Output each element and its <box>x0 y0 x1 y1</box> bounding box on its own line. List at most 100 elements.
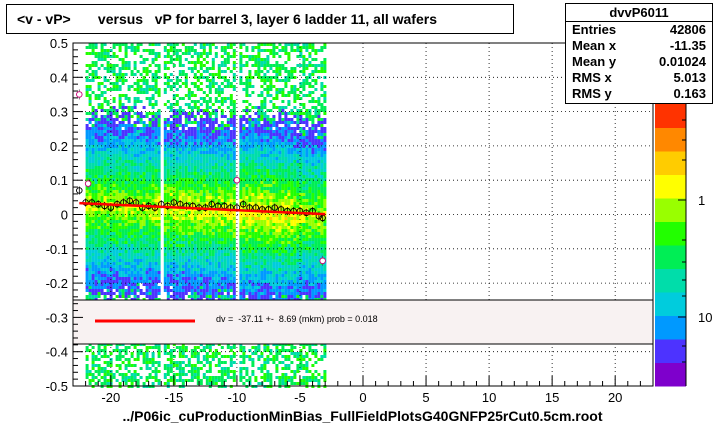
heatmap-cell <box>217 289 221 292</box>
heatmap-cell <box>175 139 179 142</box>
heatmap-cell <box>154 283 158 286</box>
heatmap-cell <box>226 52 230 55</box>
heatmap-cell <box>88 43 92 46</box>
heatmap-cell <box>151 130 155 133</box>
heatmap-cell <box>242 376 246 379</box>
heatmap-cell <box>251 151 255 154</box>
heatmap-cell <box>151 154 155 157</box>
heatmap-cell <box>202 127 206 130</box>
heatmap-cell <box>115 370 119 373</box>
heatmap-cell <box>106 364 110 367</box>
heatmap-cell <box>248 136 252 139</box>
heatmap-cell <box>133 346 137 349</box>
heatmap-cell <box>193 199 197 202</box>
heatmap-cell <box>205 262 209 265</box>
heatmap-cell <box>172 214 176 217</box>
heatmap-cell <box>208 376 212 379</box>
heatmap-cell <box>166 130 170 133</box>
heatmap-cell <box>202 97 206 100</box>
heatmap-cell <box>202 58 206 61</box>
heatmap-cell <box>127 100 131 103</box>
heatmap-cell <box>199 97 203 100</box>
heatmap-cell <box>157 277 161 280</box>
heatmap-cell <box>115 211 119 214</box>
heatmap-cell <box>196 175 200 178</box>
heatmap-cell <box>217 175 221 178</box>
heatmap-cell <box>220 346 224 349</box>
heatmap-cell <box>91 274 95 277</box>
heatmap-cell <box>211 172 215 175</box>
heatmap-cell <box>151 127 155 130</box>
heatmap-cell <box>187 223 191 226</box>
heatmap-cell <box>88 133 92 136</box>
heatmap-cell <box>199 55 203 58</box>
heatmap-cell <box>251 124 255 127</box>
heatmap-cell <box>124 250 128 253</box>
heatmap-cell <box>169 163 173 166</box>
heatmap-cell <box>178 121 182 124</box>
heatmap-cell <box>106 370 110 373</box>
heatmap-cell <box>220 259 224 262</box>
heatmap-cell <box>205 154 209 157</box>
heatmap-cell <box>208 370 212 373</box>
heatmap-cell <box>223 46 227 49</box>
heatmap-cell <box>115 148 119 151</box>
heatmap-cell <box>205 190 209 193</box>
heatmap-cell <box>148 196 152 199</box>
heatmap-cell <box>148 226 152 229</box>
heatmap-cell <box>202 112 206 115</box>
heatmap-cell <box>118 241 122 244</box>
heatmap-cell <box>178 379 182 382</box>
heatmap-cell <box>184 268 188 271</box>
heatmap-cell <box>239 163 243 166</box>
heatmap-cell <box>85 229 89 232</box>
heatmap-cell <box>226 157 230 160</box>
heatmap-cell <box>242 100 246 103</box>
heatmap-cell <box>208 124 212 127</box>
heatmap-cell <box>239 241 243 244</box>
heatmap-cell <box>124 148 128 151</box>
heatmap-cell <box>118 88 122 91</box>
heatmap-cell <box>151 118 155 121</box>
heatmap-cell <box>133 265 137 268</box>
heatmap-cell <box>94 241 98 244</box>
heatmap-cell <box>254 127 258 130</box>
heatmap-cell <box>94 253 98 256</box>
heatmap-cell <box>187 217 191 220</box>
heatmap-cell <box>196 271 200 274</box>
heatmap-cell <box>103 292 107 295</box>
heatmap-cell <box>100 58 104 61</box>
heatmap-cell <box>169 355 173 358</box>
heatmap-cell <box>100 259 104 262</box>
heatmap-cell <box>248 121 252 124</box>
heatmap-cell <box>220 172 224 175</box>
heatmap-cell <box>97 235 101 238</box>
heatmap-cell <box>100 124 104 127</box>
heatmap-cell <box>133 253 137 256</box>
heatmap-cell <box>88 205 92 208</box>
heatmap-cell <box>91 283 95 286</box>
heatmap-cell <box>166 172 170 175</box>
heatmap-cell <box>166 364 170 367</box>
heatmap-cell <box>223 253 227 256</box>
heatmap-cell <box>211 190 215 193</box>
heatmap-cell <box>232 160 236 163</box>
heatmap-cell <box>251 289 255 292</box>
heatmap-cell <box>121 379 125 382</box>
heatmap-cell <box>91 235 95 238</box>
heatmap-cell <box>169 196 173 199</box>
heatmap-cell <box>118 274 122 277</box>
heatmap-cell <box>115 262 119 265</box>
heatmap-cell <box>142 82 146 85</box>
heatmap-cell <box>205 151 209 154</box>
heatmap-cell <box>145 70 149 73</box>
heatmap-cell <box>251 187 255 190</box>
heatmap-cell <box>154 220 158 223</box>
heatmap-cell <box>239 262 243 265</box>
heatmap-cell <box>202 349 206 352</box>
heatmap-cell <box>208 154 212 157</box>
heatmap-cell <box>226 229 230 232</box>
heatmap-cell <box>211 280 215 283</box>
heatmap-cell <box>166 121 170 124</box>
heatmap-cell <box>91 193 95 196</box>
